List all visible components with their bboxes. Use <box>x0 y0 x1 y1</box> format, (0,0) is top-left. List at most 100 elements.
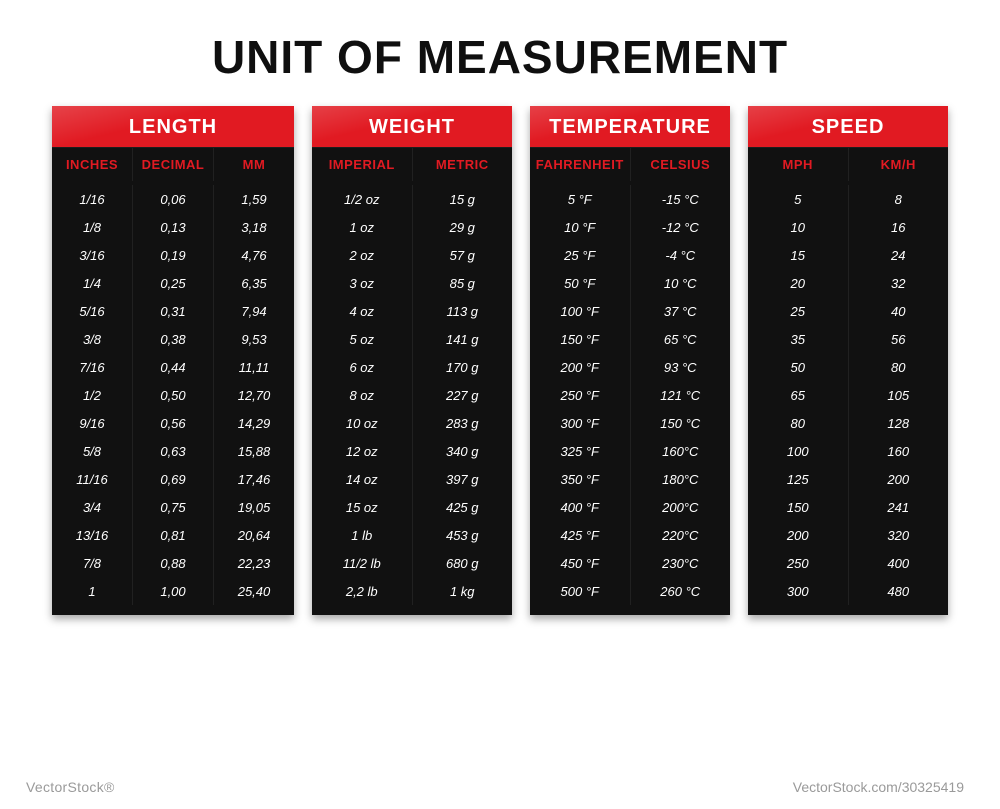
table-cell: 20,64 <box>214 521 294 549</box>
column-header-row: IMPERIALMETRIC <box>312 147 512 181</box>
panel-header-speed: SPEED <box>748 106 948 147</box>
table-cell: -15 °C <box>631 185 731 213</box>
table-row: 3556 <box>748 325 948 353</box>
table-cell: 350 °F <box>530 465 631 493</box>
table-row: 325 °F160°C <box>530 437 730 465</box>
table-cell: 0,38 <box>133 325 214 353</box>
table-row: 13/160,8120,64 <box>52 521 294 549</box>
table-cell: 25,40 <box>214 577 294 605</box>
table-cell: 300 <box>748 577 849 605</box>
table-row: 2540 <box>748 297 948 325</box>
panel-title-length: LENGTH <box>52 106 294 147</box>
table-cell: 85 g <box>413 269 513 297</box>
table-cell: 300 °F <box>530 409 631 437</box>
table-row: 300 °F150 °C <box>530 409 730 437</box>
table-cell: 80 <box>849 353 949 381</box>
table-cell: 13/16 <box>52 521 133 549</box>
table-row: 150 °F65 °C <box>530 325 730 353</box>
table-cell: 7,94 <box>214 297 294 325</box>
table-cell: 0,81 <box>133 521 214 549</box>
table-cell: 2 oz <box>312 241 413 269</box>
table-cell: 4 oz <box>312 297 413 325</box>
table-row: 500 °F260 °C <box>530 577 730 605</box>
table-cell: 5 <box>748 185 849 213</box>
panels-container: LENGTHINCHESDECIMALMM1/160,061,591/80,13… <box>0 106 1000 615</box>
panel-length: LENGTHINCHESDECIMALMM1/160,061,591/80,13… <box>52 106 294 615</box>
table-cell: 20 <box>748 269 849 297</box>
table-cell: 1 lb <box>312 521 413 549</box>
table-cell: 57 g <box>413 241 513 269</box>
table-body: 1/160,061,591/80,133,183/160,194,761/40,… <box>52 181 294 615</box>
table-row: 400 °F200°C <box>530 493 730 521</box>
table-cell: 32 <box>849 269 949 297</box>
table-cell: 9/16 <box>52 409 133 437</box>
table-cell: 0,31 <box>133 297 214 325</box>
table-cell: 5 °F <box>530 185 631 213</box>
column-header: METRIC <box>413 148 513 181</box>
column-header-row: FAHRENHEITCELSIUS <box>530 147 730 181</box>
table-cell: 250 <box>748 549 849 577</box>
table-body: 1/2 oz15 g1 oz29 g2 oz57 g3 oz85 g4 oz11… <box>312 181 512 615</box>
table-row: 1 oz29 g <box>312 213 512 241</box>
table-cell: 0,25 <box>133 269 214 297</box>
table-cell: 10 °C <box>631 269 731 297</box>
panel-header-weight: WEIGHT <box>312 106 512 147</box>
table-row: 11,0025,40 <box>52 577 294 605</box>
table-cell: 14 oz <box>312 465 413 493</box>
table-cell: 340 g <box>413 437 513 465</box>
table-cell: 180°C <box>631 465 731 493</box>
panel-header-length: LENGTH <box>52 106 294 147</box>
table-cell: 230°C <box>631 549 731 577</box>
table-cell: 1/2 oz <box>312 185 413 213</box>
table-row: 11/160,6917,46 <box>52 465 294 493</box>
table-row: 1016 <box>748 213 948 241</box>
table-row: 1 lb453 g <box>312 521 512 549</box>
table-cell: 29 g <box>413 213 513 241</box>
table-row: 6 oz170 g <box>312 353 512 381</box>
column-header: MPH <box>748 148 849 181</box>
table-row: 10 oz283 g <box>312 409 512 437</box>
table-row: 200 °F93 °C <box>530 353 730 381</box>
table-row: 100 °F37 °C <box>530 297 730 325</box>
table-cell: 425 g <box>413 493 513 521</box>
table-row: 9/160,5614,29 <box>52 409 294 437</box>
table-cell: 200 <box>849 465 949 493</box>
table-cell: 37 °C <box>631 297 731 325</box>
table-cell: 15 g <box>413 185 513 213</box>
panel-title-speed: SPEED <box>748 106 948 147</box>
table-cell: 100 °F <box>530 297 631 325</box>
table-cell: 9,53 <box>214 325 294 353</box>
table-cell: 125 <box>748 465 849 493</box>
table-cell: 250 °F <box>530 381 631 409</box>
table-cell: 0,63 <box>133 437 214 465</box>
table-cell: 150 °F <box>530 325 631 353</box>
table-cell: 12,70 <box>214 381 294 409</box>
table-row: 3/80,389,53 <box>52 325 294 353</box>
table-cell: 35 <box>748 325 849 353</box>
table-cell: 220°C <box>631 521 731 549</box>
table-cell: 150 <box>748 493 849 521</box>
table-row: 250 °F121 °C <box>530 381 730 409</box>
panel-temperature: TEMPERATUREFAHRENHEITCELSIUS5 °F-15 °C10… <box>530 106 730 615</box>
table-body: 5 °F-15 °C10 °F-12 °C25 °F-4 °C50 °F10 °… <box>530 181 730 615</box>
table-cell: 7/8 <box>52 549 133 577</box>
table-cell: 0,69 <box>133 465 214 493</box>
table-cell: 283 g <box>413 409 513 437</box>
table-cell: -4 °C <box>631 241 731 269</box>
table-cell: 56 <box>849 325 949 353</box>
table-cell: 93 °C <box>631 353 731 381</box>
table-cell: 128 <box>849 409 949 437</box>
table-cell: 480 <box>849 577 949 605</box>
table-row: 12 oz340 g <box>312 437 512 465</box>
table-row: 2,2 lb1 kg <box>312 577 512 605</box>
table-row: 14 oz397 g <box>312 465 512 493</box>
table-cell: 3/8 <box>52 325 133 353</box>
table-cell: 3,18 <box>214 213 294 241</box>
table-cell: 500 °F <box>530 577 631 605</box>
table-cell: 25 <box>748 297 849 325</box>
table-row: 125200 <box>748 465 948 493</box>
table-cell: 105 <box>849 381 949 409</box>
table-cell: 121 °C <box>631 381 731 409</box>
table-cell: 0,88 <box>133 549 214 577</box>
table-row: 1/160,061,59 <box>52 185 294 213</box>
